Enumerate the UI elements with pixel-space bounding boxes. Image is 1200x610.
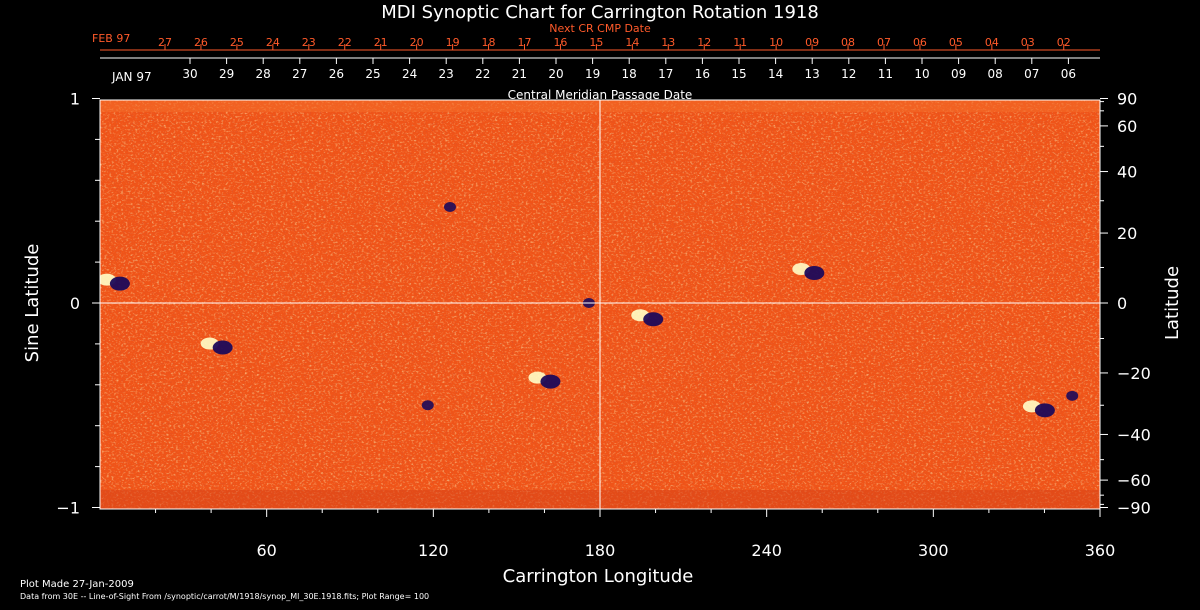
x-tick-label: 180 <box>585 541 616 560</box>
current-cmp-days: 30 29 28 27 26 25 24 23 22 21 20 19 18 17 16 15 14 13 12 11… <box>100 57 1100 81</box>
right-tick-label: −90 <box>1117 499 1151 518</box>
current-day-label: 14 <box>768 67 783 81</box>
next-cmp-month: FEB 97 <box>92 32 130 45</box>
current-day-label: 28 <box>256 67 271 81</box>
next-day-label: 23 <box>302 36 316 49</box>
next-day-label: 25 <box>230 36 244 49</box>
left-tick-label: 1 <box>70 90 80 109</box>
x-tick-label: 240 <box>751 541 782 560</box>
right-tick-label: −40 <box>1117 425 1151 444</box>
right-tick-label: 20 <box>1117 224 1137 243</box>
next-day-label: 17 <box>518 36 532 49</box>
next-day-label: 07 <box>877 36 891 49</box>
current-day-label: 23 <box>439 67 454 81</box>
current-day-label: 27 <box>292 67 307 81</box>
current-day-label: 06 <box>1061 67 1076 81</box>
left-axis-label: Sine Latitude <box>22 244 43 363</box>
right-axis: 90 60 40 20 0 −20 −40 −60 −90 <box>1100 90 1151 518</box>
x-tick-label: 60 <box>256 541 276 560</box>
right-axis-label: Latitude <box>1162 266 1183 340</box>
right-tick-label: 40 <box>1117 163 1137 182</box>
x-tick-label: 300 <box>918 541 949 560</box>
current-day-label: 22 <box>475 67 490 81</box>
negative-polarity-patch <box>1034 403 1055 418</box>
next-day-label: 14 <box>625 36 639 49</box>
negative-polarity-patch <box>212 340 233 355</box>
right-tick-label: 90 <box>1117 90 1137 109</box>
next-day-label: 06 <box>913 36 927 49</box>
current-day-label: 17 <box>658 67 673 81</box>
next-day-label: 27 <box>158 36 172 49</box>
right-tick-label: 0 <box>1117 294 1127 313</box>
current-cmp-month: JAN 97 <box>111 70 152 84</box>
current-day-label: 25 <box>365 67 380 81</box>
top-date-axes: Next CR CMP Date FEB 97 27 26 25 24 23 22 21 20… <box>92 22 1100 102</box>
current-day-label: 30 <box>182 67 197 81</box>
next-day-label: 12 <box>697 36 711 49</box>
next-day-label: 16 <box>553 36 567 49</box>
next-day-label: 26 <box>194 36 208 49</box>
negative-polarity-patch <box>444 201 456 212</box>
right-tick-label: −20 <box>1117 364 1151 383</box>
current-day-label: 15 <box>731 67 746 81</box>
next-day-label: 08 <box>841 36 855 49</box>
left-tick-label: −1 <box>56 499 80 518</box>
current-day-label: 11 <box>878 67 893 81</box>
current-day-label: 07 <box>1024 67 1039 81</box>
next-day-label: 21 <box>374 36 388 49</box>
x-axis-label: Carrington Longitude <box>503 566 694 587</box>
current-day-label: 21 <box>512 67 527 81</box>
plot-made-note: Plot Made 27-Jan-2009 <box>20 579 134 590</box>
current-day-label: 08 <box>988 67 1003 81</box>
current-day-label: 20 <box>548 67 563 81</box>
active-regions <box>100 201 1079 418</box>
next-day-label: 03 <box>1021 36 1035 49</box>
data-source-note: Data from 30E -- Line-of-Sight From /syn… <box>20 592 429 601</box>
negative-polarity-patch <box>109 276 130 291</box>
next-day-label: 02 <box>1057 36 1071 49</box>
current-day-label: 26 <box>329 67 344 81</box>
next-day-label: 09 <box>805 36 819 49</box>
x-tick-label: 120 <box>418 541 449 560</box>
negative-polarity-patch <box>540 374 561 389</box>
current-day-label: 10 <box>914 67 929 81</box>
next-cmp-label: Next CR CMP Date <box>549 22 651 35</box>
left-tick-label: 0 <box>70 294 80 313</box>
right-tick-label: 60 <box>1117 117 1137 136</box>
current-day-label: 16 <box>695 67 710 81</box>
negative-polarity-patch <box>421 400 434 411</box>
current-day-label: 19 <box>585 67 600 81</box>
next-day-label: 05 <box>949 36 963 49</box>
next-day-label: 22 <box>338 36 352 49</box>
bottom-axis: 60 120 180 240 300 360 <box>155 509 1116 560</box>
next-cmp-days: 27 26 25 24 23 22 21 20 19 18 17 16 15 14 13 12 11 10 09 08… <box>158 36 1071 50</box>
current-day-label: 12 <box>841 67 856 81</box>
current-day-label: 13 <box>805 67 820 81</box>
right-tick-label: −60 <box>1117 471 1151 490</box>
next-day-label: 10 <box>769 36 783 49</box>
next-day-label: 18 <box>482 36 496 49</box>
current-day-label: 24 <box>402 67 417 81</box>
left-axis: 1 0 −1 <box>56 90 100 518</box>
x-tick-label: 360 <box>1085 541 1116 560</box>
current-day-label: 09 <box>951 67 966 81</box>
next-day-label: 04 <box>985 36 999 49</box>
next-day-label: 13 <box>661 36 675 49</box>
magnetogram-map <box>99 99 1101 510</box>
current-day-label: 18 <box>622 67 637 81</box>
negative-polarity-patch <box>1066 390 1079 401</box>
cmp-axis-label: Central Meridian Passage Date <box>508 88 693 102</box>
next-day-label: 11 <box>733 36 747 49</box>
next-day-label: 15 <box>589 36 603 49</box>
current-day-label: 29 <box>219 67 234 81</box>
chart-title: MDI Synoptic Chart for Carrington Rotati… <box>381 2 819 23</box>
next-day-label: 20 <box>410 36 424 49</box>
negative-polarity-patch <box>643 312 664 327</box>
next-day-label: 19 <box>446 36 460 49</box>
negative-polarity-patch <box>804 266 825 281</box>
next-day-label: 24 <box>266 36 280 49</box>
